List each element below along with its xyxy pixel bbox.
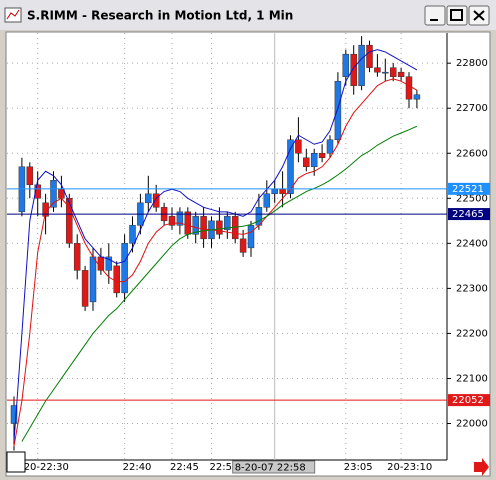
candle-body [89, 256, 97, 303]
minimize-button[interactable] [424, 5, 446, 26]
candle-body [176, 211, 184, 226]
candle-body [200, 216, 207, 240]
candle-body [366, 44, 373, 68]
x-tick-label: 22:5 [210, 462, 232, 473]
candle-body [168, 216, 176, 226]
candle-body [239, 238, 247, 253]
window-title: S.RIMM - Research in Motion Ltd, 1 Min [27, 9, 293, 23]
candle-body [374, 67, 381, 73]
candle-body [334, 80, 342, 140]
y-tick-label: 22400 [456, 238, 488, 249]
x-tick-label: 23:05 [344, 462, 373, 473]
candle-body [287, 139, 294, 195]
candle-body [121, 243, 128, 294]
level-label: 22521 [452, 184, 484, 195]
candle-body [279, 189, 286, 195]
candle-body [318, 153, 326, 159]
candle-body [42, 202, 49, 217]
candle-body [247, 225, 255, 249]
y-tick-label: 22600 [456, 148, 488, 159]
candle-body [342, 53, 350, 77]
moving-average [13, 49, 418, 442]
x-tick-label: 20-22:30 [24, 462, 69, 473]
level-label: 22465 [452, 209, 484, 220]
scroll-arrow[interactable] [474, 458, 489, 476]
moving-average [21, 125, 418, 442]
level-label-box [448, 208, 490, 221]
candle-body [66, 198, 73, 244]
level-label-box [448, 182, 490, 195]
candle-body [413, 94, 421, 100]
moving-average [13, 78, 418, 447]
x-tick-label: 22:45 [170, 462, 199, 473]
candle-body [129, 225, 136, 244]
y-tick-label: 22700 [456, 103, 488, 114]
y-tick-label: 22200 [456, 328, 488, 339]
candle-body [326, 139, 334, 154]
candle-body [350, 53, 357, 86]
corner-box [6, 451, 26, 473]
maximize-button[interactable] [446, 5, 468, 26]
crosshair-label: 8-20-07 22:58 [235, 463, 306, 474]
candle-body [34, 184, 41, 199]
candle-body [397, 71, 405, 77]
y-tick-label: 22300 [456, 283, 488, 294]
candle-body [263, 193, 271, 208]
app-icon [4, 7, 22, 23]
candle-body [105, 256, 113, 271]
candle-body [271, 189, 278, 195]
title-bar [0, 0, 496, 30]
candle-body [216, 220, 223, 235]
candle-body [224, 216, 231, 231]
y-tick-label: 22100 [456, 373, 488, 384]
close-button[interactable] [468, 5, 490, 26]
candle-body [192, 216, 199, 235]
y-tick-label: 22000 [456, 419, 488, 430]
candle-body [295, 139, 302, 154]
candle-body [50, 180, 57, 208]
candle-body [113, 265, 120, 294]
candle-body [358, 44, 365, 86]
x-tick-label: 20-23:10 [387, 462, 432, 473]
y-tick-label: 22500 [456, 193, 488, 204]
level-label: 22052 [452, 395, 484, 406]
candle-body [382, 71, 389, 74]
candle-body [405, 76, 413, 100]
candle-body [310, 153, 318, 168]
candle-body [184, 211, 192, 235]
candle-body [73, 243, 81, 271]
y-tick-label: 22800 [456, 58, 488, 69]
level-label-box [448, 394, 490, 407]
candle-body [145, 193, 152, 204]
candle-body [303, 157, 310, 168]
x-tick-label: 22:40 [123, 462, 152, 473]
candle-body [26, 166, 34, 186]
crosshair-label-box [232, 460, 316, 474]
candle-body [10, 405, 18, 424]
candle-body [389, 67, 397, 77]
plot: 22000 22100 22200 22300 22400 22500 22600 22700… [7, 33, 490, 474]
candle-body [152, 193, 160, 208]
candle-body [81, 270, 89, 307]
